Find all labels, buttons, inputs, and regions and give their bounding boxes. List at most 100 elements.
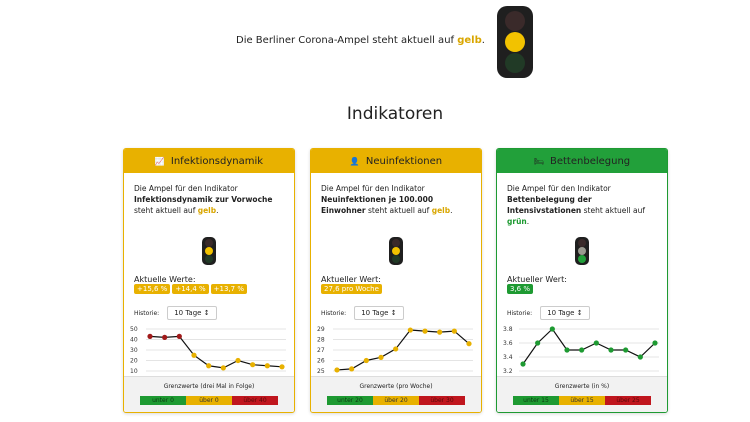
- data-point[interactable]: [422, 328, 428, 334]
- data-point[interactable]: [520, 361, 526, 367]
- data-point[interactable]: [162, 334, 168, 340]
- banner-prefix: Die Berliner Corona-Ampel steht aktuell …: [236, 35, 458, 46]
- desc-suffix: .: [216, 206, 219, 215]
- limits-bar: unter 0 über 0 über 40: [140, 396, 278, 405]
- series-line: [522, 328, 656, 365]
- y-tick-label: 3.4: [503, 354, 513, 361]
- y-tick-label: 10: [130, 368, 138, 375]
- data-point[interactable]: [235, 357, 241, 364]
- data-point[interactable]: [191, 352, 197, 358]
- chart-line-icon: 📈: [154, 156, 165, 166]
- y-tick-label: 50: [130, 326, 138, 333]
- y-tick-label: 3.6: [503, 340, 513, 347]
- history-label: Historie:: [507, 309, 533, 317]
- data-point[interactable]: [147, 333, 153, 339]
- value-badge: 27,6 pro Woche: [321, 284, 382, 294]
- data-point[interactable]: [623, 347, 629, 353]
- data-point[interactable]: [176, 333, 182, 339]
- desc-prefix: Die Ampel für den Indikator: [134, 184, 238, 193]
- user-plus-icon: 👤: [349, 156, 360, 166]
- y-tick-label: 27: [317, 347, 325, 354]
- value-badge: +14,4 %: [172, 284, 209, 294]
- limit-red: über 40: [232, 396, 278, 405]
- data-point[interactable]: [637, 354, 643, 360]
- history-chart: 10 20 30 40 50: [130, 326, 286, 375]
- page-title: Indikatoren: [346, 104, 444, 124]
- indicator-card-0: 📈 Infektionsdynamik Die Ampel für den Ind…: [123, 148, 295, 413]
- desc-suffix: .: [450, 206, 453, 215]
- history-select-value: 10 Tage: [174, 309, 202, 317]
- y-tick-label: 3.8: [503, 326, 513, 333]
- limit-green: unter 20: [327, 396, 373, 405]
- desc-prefix: Die Ampel für den Indikator: [507, 184, 611, 193]
- card-header: 📈 Infektionsdynamik: [124, 149, 294, 173]
- limits-footer: Grenzwerte (in %) unter 15 über 15 über 25: [497, 376, 667, 412]
- y-tick-label: 3.2: [503, 368, 513, 375]
- y-tick-label: 30: [130, 347, 138, 354]
- history-label: Historie:: [134, 309, 160, 317]
- banner-status: gelb: [457, 35, 482, 46]
- card-header: 👤 Neuinfektionen: [311, 149, 481, 173]
- series-line: [149, 335, 283, 369]
- history-chart: 25 26 27 28 29: [317, 326, 473, 375]
- values-label: Aktuelle Werte:: [134, 275, 196, 284]
- data-point[interactable]: [535, 340, 541, 346]
- y-tick-label: 28: [317, 337, 325, 344]
- values-label: Aktueller Wert:: [507, 275, 567, 284]
- limit-green: unter 15: [513, 396, 559, 405]
- data-point[interactable]: [393, 346, 399, 352]
- y-tick-label: 25: [317, 368, 325, 375]
- data-point[interactable]: [437, 329, 443, 335]
- history-label: Historie:: [321, 309, 347, 317]
- data-point[interactable]: [564, 347, 570, 353]
- y-tick-label: 40: [130, 337, 138, 344]
- data-point[interactable]: [608, 347, 614, 353]
- history-select[interactable]: 10 Tage ↕: [354, 306, 404, 320]
- desc-mid: steht aktuell auf: [581, 206, 645, 215]
- history-row: Historie: 10 Tage ↕: [311, 305, 481, 321]
- limit-yellow: über 20: [373, 396, 419, 405]
- data-point[interactable]: [363, 357, 369, 364]
- value-badge: 3,6 %: [507, 284, 534, 294]
- card-title: Bettenbelegung: [550, 155, 631, 167]
- current-values: Aktueller Wert: 27,6 pro Woche: [311, 265, 481, 305]
- limits-title: Grenzwerte (drei Mal in Folge): [163, 383, 255, 390]
- data-point[interactable]: [593, 340, 599, 346]
- data-point[interactable]: [220, 365, 226, 371]
- y-tick-label: 29: [317, 326, 325, 333]
- limit-red: über 30: [419, 396, 465, 405]
- history-select-value: 10 Tage: [361, 309, 389, 317]
- data-point[interactable]: [466, 341, 472, 347]
- desc-mid: steht aktuell auf: [365, 206, 432, 215]
- data-point[interactable]: [334, 367, 340, 373]
- indicator-card-1: 👤 Neuinfektionen Die Ampel für den Indika…: [310, 148, 482, 413]
- data-point[interactable]: [206, 363, 212, 369]
- values-label: Aktueller Wert:: [321, 275, 381, 284]
- current-values: Aktuelle Werte: +15,6 % +14,4 % +13,7 %: [124, 265, 294, 305]
- history-select[interactable]: 10 Tage ↕: [540, 306, 590, 320]
- data-point[interactable]: [407, 327, 413, 333]
- traffic-light-icon: [389, 237, 403, 265]
- desc-indicator: Neuinfektionen je 100.000 Einwohner: [321, 195, 434, 215]
- history-select[interactable]: 10 Tage ↕: [167, 306, 217, 320]
- limit-red: über 25: [605, 396, 651, 405]
- sort-icon: ↕: [576, 309, 583, 317]
- data-point[interactable]: [349, 366, 355, 372]
- data-point[interactable]: [549, 326, 555, 332]
- y-tick-label: 26: [317, 358, 325, 365]
- data-point[interactable]: [451, 328, 457, 334]
- data-point[interactable]: [264, 363, 270, 369]
- data-point[interactable]: [279, 364, 285, 370]
- data-point[interactable]: [652, 340, 658, 346]
- data-point[interactable]: [378, 354, 384, 360]
- data-point[interactable]: [579, 347, 585, 353]
- card-header: 🛏 Bettenbelegung: [497, 149, 667, 173]
- desc-mid: steht aktuell auf: [134, 206, 198, 215]
- limit-yellow: über 0: [186, 396, 232, 405]
- limits-title: Grenzwerte (pro Woche): [359, 383, 433, 390]
- bed-icon: 🛏: [533, 156, 544, 166]
- limits-title: Grenzwerte (in %): [554, 383, 610, 390]
- data-point[interactable]: [250, 362, 256, 368]
- banner-suffix: .: [481, 35, 485, 46]
- traffic-light-icon: [202, 237, 216, 265]
